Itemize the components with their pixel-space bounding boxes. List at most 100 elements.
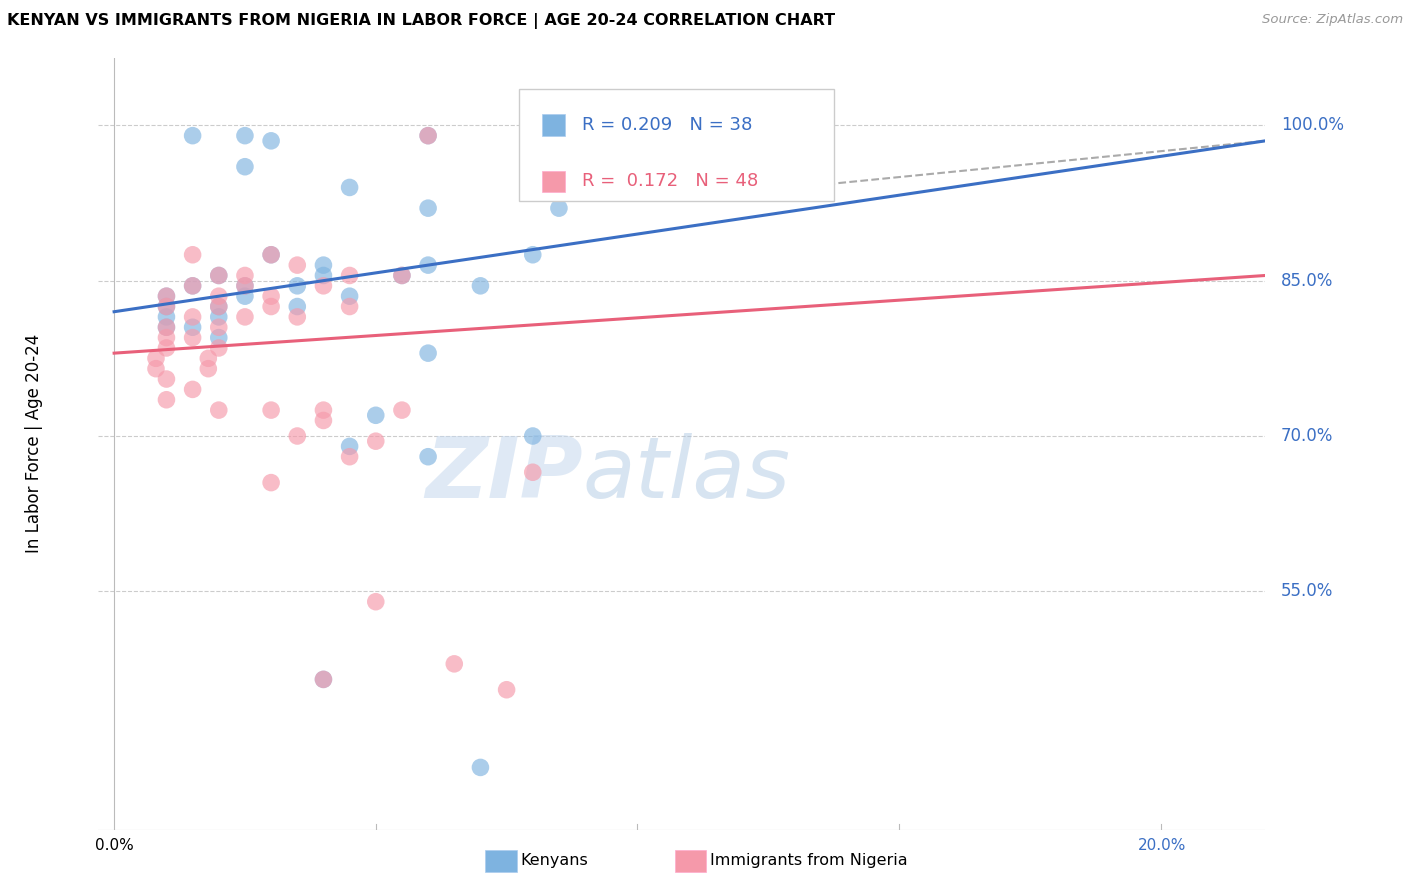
Point [145,361,167,376]
Point [548,201,571,215]
Text: Kenyans: Kenyans [520,854,588,869]
Point [312,673,335,687]
Point [208,341,231,355]
Point [260,300,283,314]
Point [208,289,231,303]
Point [285,310,308,324]
FancyBboxPatch shape [541,170,565,193]
Point [233,278,256,293]
Point [339,450,361,464]
Point [312,268,335,283]
Point [181,278,204,293]
Text: 85.0%: 85.0% [1281,272,1333,290]
Text: Source: ZipAtlas.com: Source: ZipAtlas.com [1263,13,1403,27]
Point [470,760,492,774]
Point [391,403,413,417]
Point [312,278,335,293]
Point [416,346,439,360]
Point [155,300,177,314]
Point [416,128,439,143]
Point [495,682,517,697]
Text: 70.0%: 70.0% [1281,427,1333,445]
Point [312,403,335,417]
Point [233,160,256,174]
Point [339,439,361,453]
Point [208,268,231,283]
Point [285,429,308,443]
Text: Immigrants from Nigeria: Immigrants from Nigeria [710,854,908,869]
Text: R =  0.172   N = 48: R = 0.172 N = 48 [582,172,758,190]
Point [145,351,167,366]
Point [155,372,177,386]
Point [155,330,177,344]
Point [364,434,387,449]
Point [233,268,256,283]
Point [155,320,177,334]
Point [260,134,283,148]
Point [416,128,439,143]
Point [181,330,204,344]
Point [155,341,177,355]
Point [208,403,231,417]
Point [522,465,544,479]
Point [312,258,335,272]
Point [181,128,204,143]
Point [522,248,544,262]
Point [155,320,177,334]
Point [233,128,256,143]
Text: atlas: atlas [582,434,790,516]
Text: 0.0%: 0.0% [94,838,134,853]
Point [364,595,387,609]
Text: 55.0%: 55.0% [1281,582,1333,600]
Point [574,128,596,143]
Point [364,409,387,423]
Point [260,403,283,417]
Point [470,278,492,293]
Point [208,330,231,344]
Point [155,310,177,324]
Point [233,289,256,303]
Point [155,300,177,314]
Point [155,289,177,303]
Point [233,310,256,324]
Text: 20.0%: 20.0% [1137,838,1187,853]
Point [181,248,204,262]
Point [208,268,231,283]
Point [155,289,177,303]
FancyBboxPatch shape [541,114,565,136]
Point [260,475,283,490]
Point [391,268,413,283]
Point [391,268,413,283]
Point [260,248,283,262]
Point [181,310,204,324]
Point [181,278,204,293]
Point [197,351,219,366]
Point [522,429,544,443]
Point [416,258,439,272]
Point [285,258,308,272]
Point [339,300,361,314]
Point [339,180,361,194]
Text: ZIP: ZIP [425,434,582,516]
Point [181,383,204,397]
FancyBboxPatch shape [519,89,834,201]
Point [416,201,439,215]
Point [208,300,231,314]
Text: In Labor Force | Age 20-24: In Labor Force | Age 20-24 [25,334,44,553]
Text: R = 0.209   N = 38: R = 0.209 N = 38 [582,116,752,134]
Point [339,268,361,283]
Point [312,673,335,687]
Point [155,392,177,407]
Point [312,413,335,427]
Point [416,450,439,464]
Point [208,320,231,334]
Point [181,320,204,334]
Point [233,278,256,293]
Point [260,289,283,303]
Point [285,300,308,314]
Point [443,657,465,671]
Text: KENYAN VS IMMIGRANTS FROM NIGERIA IN LABOR FORCE | AGE 20-24 CORRELATION CHART: KENYAN VS IMMIGRANTS FROM NIGERIA IN LAB… [7,13,835,29]
Point [208,300,231,314]
Text: 100.0%: 100.0% [1281,116,1344,135]
Point [197,361,219,376]
